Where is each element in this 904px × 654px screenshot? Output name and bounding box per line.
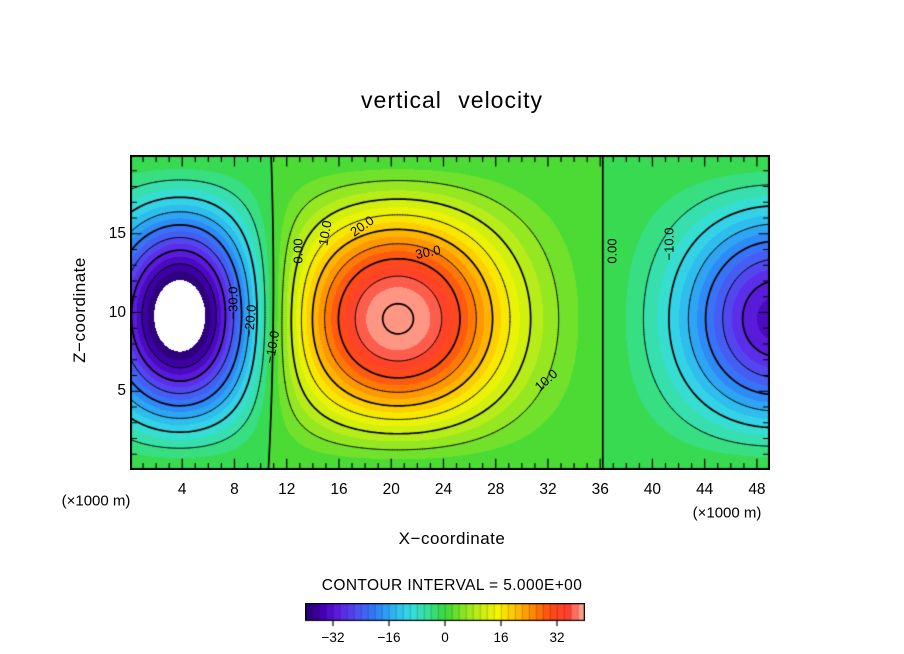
x-tick-label: 48	[748, 481, 766, 498]
contour-label: −30.0	[225, 286, 241, 320]
colorbar-tick-label: −16	[377, 630, 401, 645]
x-tick-label: 4	[177, 481, 187, 498]
z-axis-label: Z−coordinate	[70, 257, 89, 363]
colorbar-tick-label: 0	[441, 630, 449, 645]
x-tick-label: 20	[382, 481, 400, 498]
x-tick-label: 28	[487, 481, 505, 498]
colorbar-canvas	[305, 603, 585, 629]
x-tick-label: 44	[696, 481, 714, 498]
colorbar-tick-label: 16	[493, 630, 509, 645]
colorbar-tick-label: 32	[549, 630, 565, 645]
x-tick-label: 12	[278, 481, 296, 498]
z-tick-label: 5	[117, 382, 126, 400]
contour-label: −10.0	[661, 227, 677, 261]
colorbar-tick-label: −32	[321, 630, 345, 645]
z-tick-label: 10	[108, 303, 126, 321]
x-tick-label: 24	[434, 481, 453, 498]
z-tick-label: 15	[108, 224, 126, 242]
x-tick-label: 8	[230, 481, 239, 498]
x-axis-label: X−coordinate	[398, 529, 506, 548]
x-unit-left: (×1000 m)	[61, 492, 131, 510]
x-tick-label: 16	[330, 481, 348, 498]
plot-title: vertical velocity	[361, 87, 543, 113]
x-unit-right: (×1000 m)	[692, 504, 762, 522]
contour-plot-canvas	[130, 155, 770, 470]
x-tick-label: 32	[539, 481, 557, 498]
x-tick-label: 40	[643, 481, 662, 498]
contour-label: 0.00	[604, 238, 620, 264]
contour-interval-text: CONTOUR INTERVAL = 5.000E+00	[321, 577, 583, 594]
contour-label: 0.00	[290, 238, 306, 264]
x-tick-label: 36	[591, 481, 609, 498]
contour-label: −20.0	[241, 303, 259, 339]
